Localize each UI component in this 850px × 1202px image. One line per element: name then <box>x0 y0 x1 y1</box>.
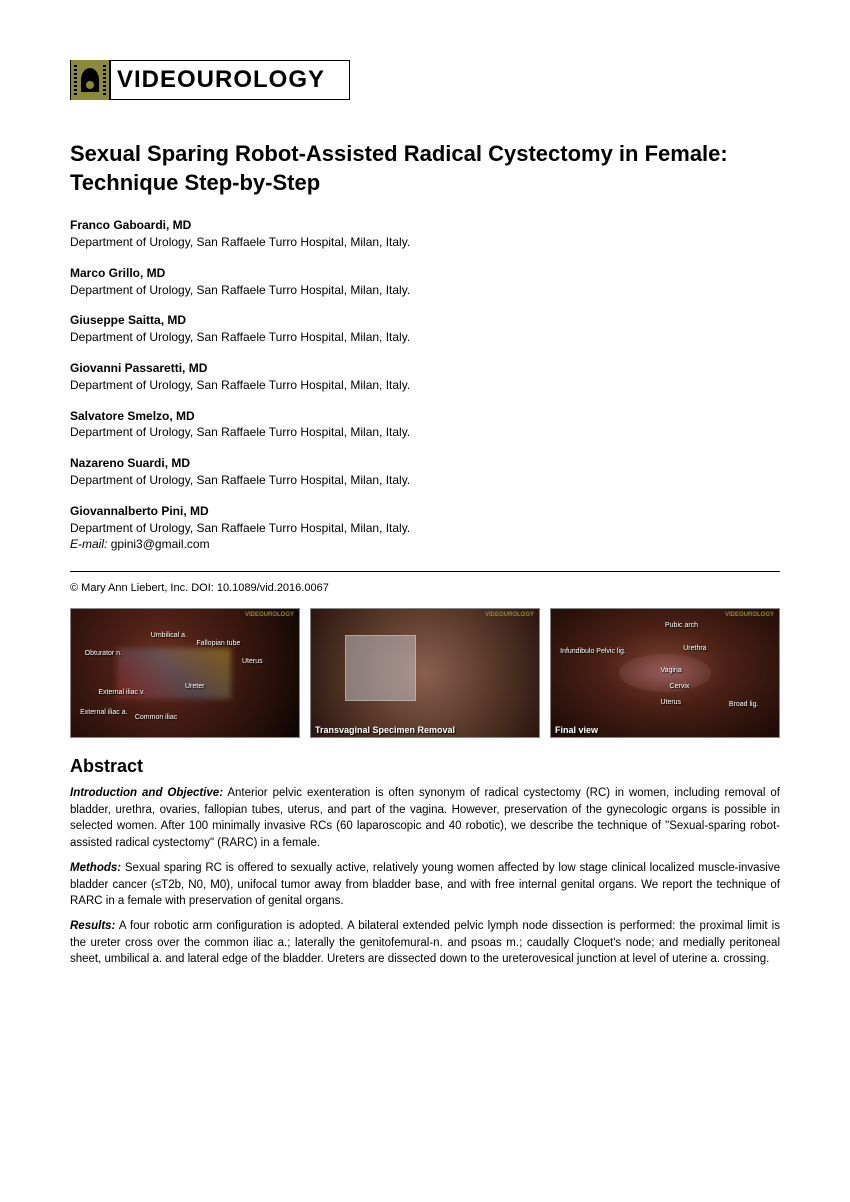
anatomy-label: Common iliac <box>135 714 177 721</box>
author-block: Marco Grillo, MD Department of Urology, … <box>70 265 780 299</box>
surgical-images-row: VIDEOUROLOGY Umbilical a. Fallopian tube… <box>70 608 780 738</box>
author-affiliation: Department of Urology, San Raffaele Turr… <box>70 329 780 346</box>
section-label: Introduction and Objective: <box>70 787 223 799</box>
author-name: Franco Gaboardi, MD <box>70 217 780 234</box>
anatomy-label: Obturator n. <box>85 650 122 657</box>
anatomy-label: Uterus <box>660 699 681 706</box>
author-affiliation: Department of Urology, San Raffaele Turr… <box>70 282 780 299</box>
copyright-doi: © Mary Ann Liebert, Inc. DOI: 10.1089/vi… <box>70 582 780 594</box>
image-caption: Final view <box>555 725 598 735</box>
section-label: Results: <box>70 920 115 932</box>
section-text: Sexual sparing RC is offered to sexually… <box>70 862 780 907</box>
image-watermark: VIDEOUROLOGY <box>725 612 774 618</box>
abstract-methods: Methods: Sexual sparing RC is offered to… <box>70 860 780 910</box>
author-name: Giovannalberto Pini, MD <box>70 503 780 520</box>
author-block: Giovanni Passaretti, MD Department of Ur… <box>70 360 780 394</box>
author-affiliation: Department of Urology, San Raffaele Turr… <box>70 234 780 251</box>
image-caption: Transvaginal Specimen Removal <box>315 725 455 735</box>
authors-list: Franco Gaboardi, MD Department of Urolog… <box>70 217 780 553</box>
author-affiliation: Department of Urology, San Raffaele Turr… <box>70 472 780 489</box>
author-block: Giuseppe Saitta, MD Department of Urolog… <box>70 312 780 346</box>
author-affiliation: Department of Urology, San Raffaele Turr… <box>70 424 780 441</box>
abstract-intro: Introduction and Objective: Anterior pel… <box>70 785 780 852</box>
author-email-line: E-mail: gpini3@gmail.com <box>70 536 780 553</box>
anatomy-label: Cervix <box>670 683 690 690</box>
email-label: E-mail: <box>70 537 107 551</box>
anatomy-label: Infundibulo Pelvic lig. <box>560 648 626 655</box>
image-watermark: VIDEOUROLOGY <box>485 612 534 618</box>
abstract-heading: Abstract <box>70 756 780 777</box>
section-text: A four robotic arm configuration is adop… <box>70 920 780 965</box>
anatomy-label: Umbilical a. <box>151 632 187 639</box>
author-block: Salvatore Smelzo, MD Department of Urolo… <box>70 408 780 442</box>
author-email: gpini3@gmail.com <box>111 537 210 551</box>
surgical-image-1: VIDEOUROLOGY Umbilical a. Fallopian tube… <box>70 608 300 738</box>
author-block: Franco Gaboardi, MD Department of Urolog… <box>70 217 780 251</box>
abstract-results: Results: A four robotic arm configuratio… <box>70 918 780 968</box>
anatomy-label: Fallopian tube <box>196 640 240 647</box>
anatomy-label: Ureter <box>185 683 204 690</box>
logo-text: VIDEOUROLOGY <box>111 66 325 94</box>
author-name: Giuseppe Saitta, MD <box>70 312 780 329</box>
surgical-image-2: VIDEOUROLOGY Transvaginal Specimen Remov… <box>310 608 540 738</box>
author-block: Giovannalberto Pini, MD Department of Ur… <box>70 503 780 553</box>
surgical-image-3: VIDEOUROLOGY Pubic arch Urethra Infundib… <box>550 608 780 738</box>
author-name: Giovanni Passaretti, MD <box>70 360 780 377</box>
author-block: Nazareno Suardi, MD Department of Urolog… <box>70 455 780 489</box>
author-affiliation: Department of Urology, San Raffaele Turr… <box>70 377 780 394</box>
anatomy-label: Pubic arch <box>665 622 698 629</box>
section-label: Methods: <box>70 862 121 874</box>
anatomy-label: External iliac v. <box>98 689 145 696</box>
author-name: Salvatore Smelzo, MD <box>70 408 780 425</box>
anatomy-label: Vagina <box>660 667 681 674</box>
journal-logo: VIDEOUROLOGY <box>70 60 350 100</box>
author-name: Nazareno Suardi, MD <box>70 455 780 472</box>
divider <box>70 571 780 572</box>
anatomy-label: Broad lig. <box>729 701 759 708</box>
author-name: Marco Grillo, MD <box>70 265 780 282</box>
logo-icon <box>71 60 111 100</box>
author-affiliation: Department of Urology, San Raffaele Turr… <box>70 520 780 537</box>
anatomy-label: External iliac a. <box>80 709 127 716</box>
anatomy-label: Urethra <box>683 645 706 652</box>
image-watermark: VIDEOUROLOGY <box>245 612 294 618</box>
article-title: Sexual Sparing Robot-Assisted Radical Cy… <box>70 140 780 197</box>
anatomy-label: Uterus <box>242 658 263 665</box>
